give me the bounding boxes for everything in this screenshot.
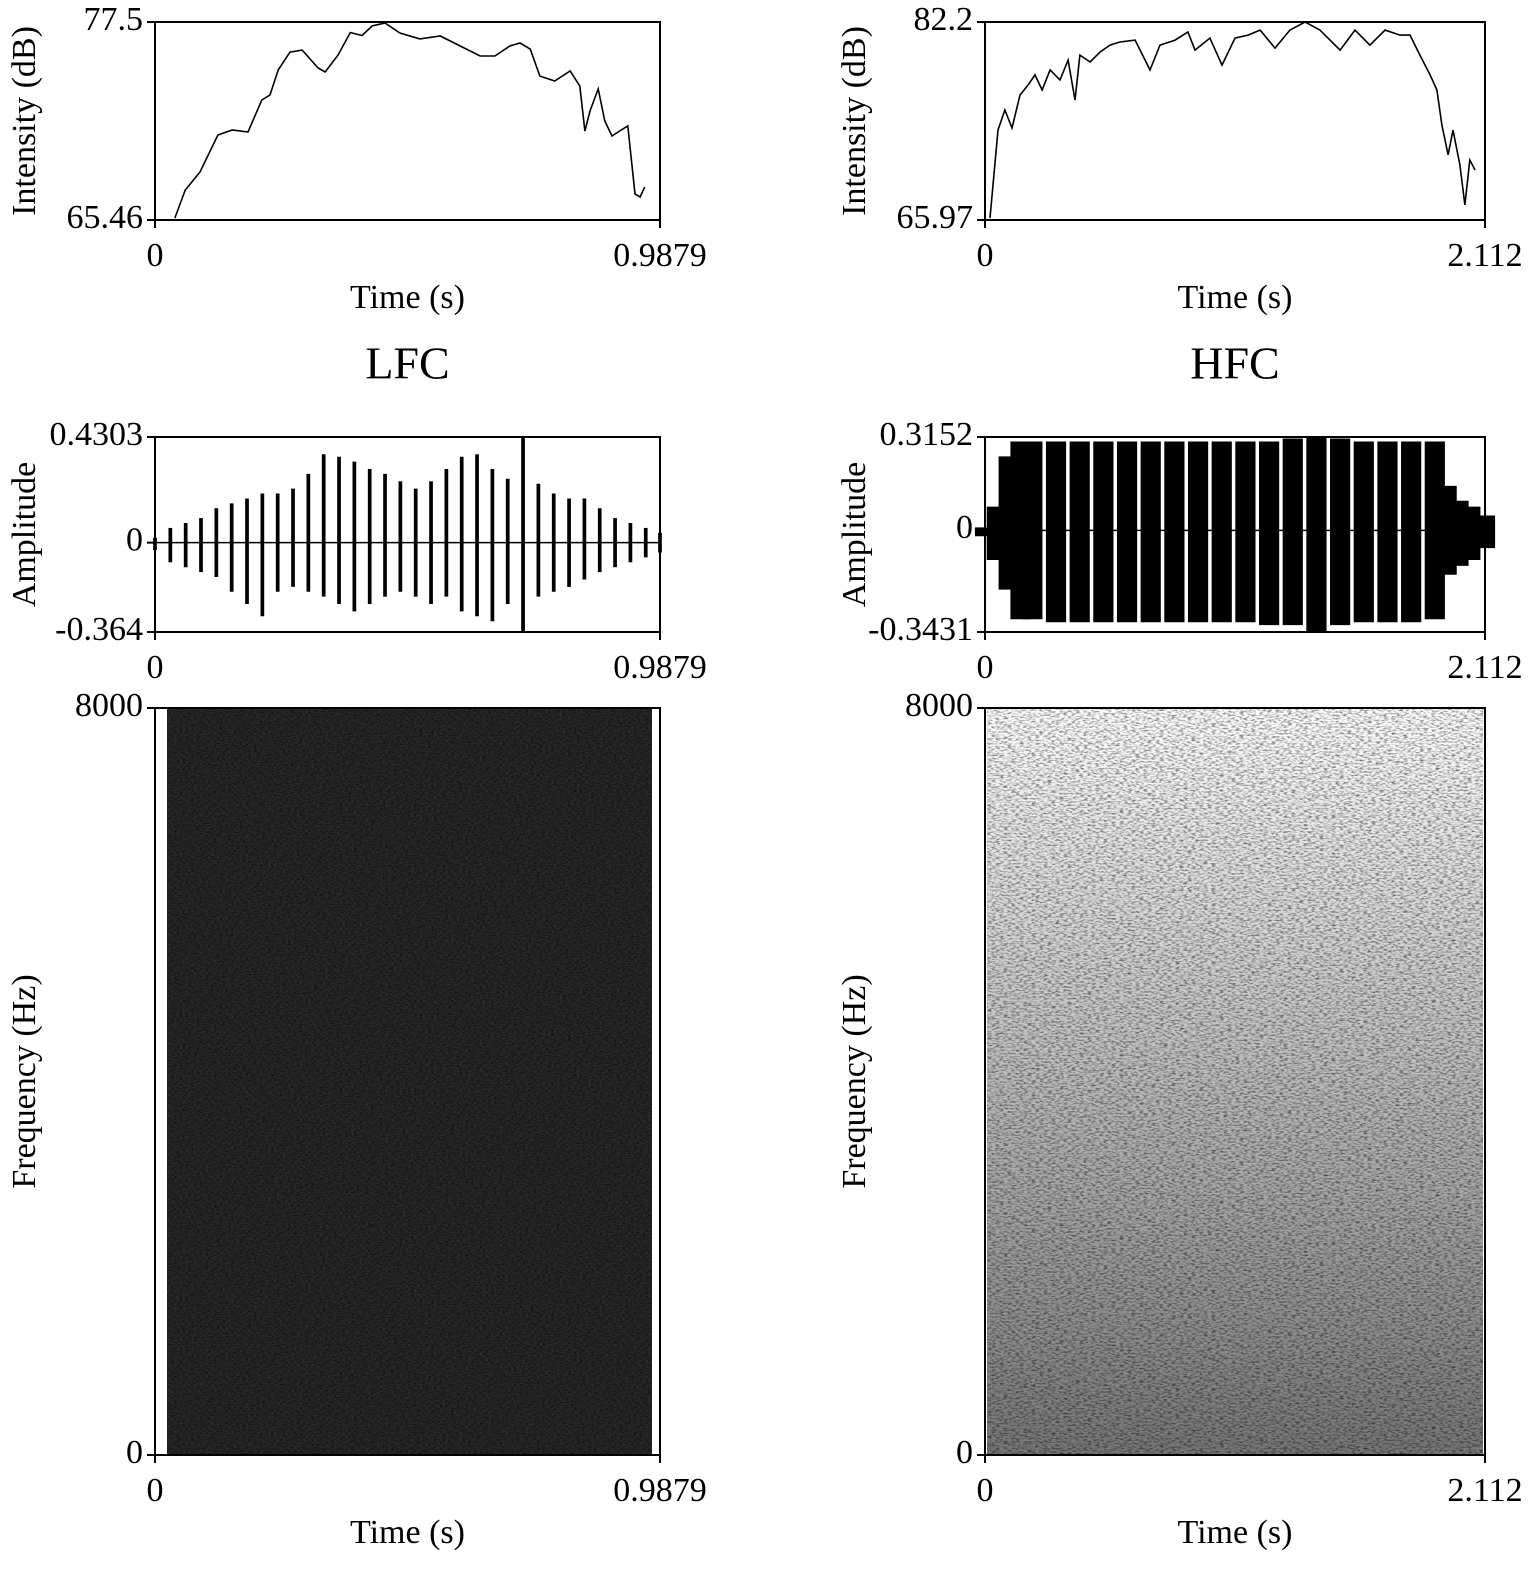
plot-frame	[154, 21, 661, 221]
y-tick-label: -0.364	[55, 611, 143, 648]
x-tick-label: 0.9879	[613, 237, 707, 274]
y-axis-label: Intensity (dB)	[836, 26, 873, 216]
x-tick-label: 0	[977, 1472, 994, 1509]
plot-frame	[984, 707, 1486, 1456]
y-tick-label: -0.3431	[868, 611, 973, 648]
plot-frame	[154, 707, 661, 1456]
spectrogram-texture	[987, 708, 1483, 1455]
panel-title: HFC	[1190, 338, 1279, 389]
y-tick-label: 82.2	[914, 1, 974, 38]
y-tick-label: 77.5	[84, 1, 144, 38]
plot-area	[174, 22, 646, 219]
x-axis-label: Time (s)	[1178, 279, 1293, 316]
y-tick-label: 65.46	[67, 199, 144, 236]
intensity-line	[174, 22, 646, 219]
y-tick-label: 8000	[75, 687, 143, 724]
x-tick-label: 0	[147, 649, 164, 686]
x-tick-label: 0	[147, 1472, 164, 1509]
x-tick-label: 0	[977, 649, 994, 686]
panel-title: LFC	[365, 338, 449, 389]
y-tick-label: 0	[956, 1434, 973, 1471]
y-tick-label: 0.3152	[880, 416, 974, 453]
y-axis-label: Frequency (Hz)	[6, 974, 43, 1188]
x-tick-label: 0.9879	[613, 1472, 707, 1509]
y-axis-label: Intensity (dB)	[6, 26, 43, 216]
y-tick-label: 0	[126, 1434, 143, 1471]
x-tick-label: 2.112	[1447, 237, 1522, 274]
y-axis-label: Frequency (Hz)	[836, 974, 873, 1188]
intensity-line	[989, 22, 1476, 219]
y-tick-label: 0	[956, 509, 973, 546]
x-axis-label: Time (s)	[350, 1514, 465, 1551]
x-tick-label: 0.9879	[613, 649, 707, 686]
plot-area	[989, 22, 1476, 219]
spectrogram-texture	[167, 708, 652, 1455]
y-axis-label: Amplitude	[836, 462, 873, 607]
plot-frame	[154, 436, 661, 633]
plot-frame	[984, 21, 1486, 221]
y-tick-label: 0.4303	[50, 416, 144, 453]
y-tick-label: 8000	[905, 687, 973, 724]
y-axis-label: Amplitude	[6, 462, 43, 607]
x-axis-label: Time (s)	[350, 279, 465, 316]
x-tick-label: 2.112	[1447, 649, 1522, 686]
x-tick-label: 0	[977, 237, 994, 274]
x-tick-label: 2.112	[1447, 1472, 1522, 1509]
y-tick-label: 65.97	[897, 199, 974, 236]
y-tick-label: 0	[126, 521, 143, 558]
plot-frame	[984, 436, 1486, 633]
x-tick-label: 0	[147, 237, 164, 274]
x-axis-label: Time (s)	[1178, 1514, 1293, 1551]
